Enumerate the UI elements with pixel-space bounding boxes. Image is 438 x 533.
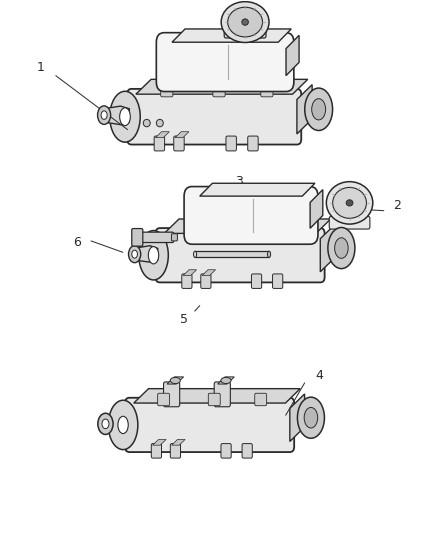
Ellipse shape (102, 419, 109, 429)
FancyBboxPatch shape (208, 393, 220, 406)
FancyBboxPatch shape (171, 234, 177, 241)
FancyBboxPatch shape (221, 443, 231, 458)
Text: 6: 6 (74, 236, 81, 249)
Text: 4: 4 (315, 369, 323, 382)
FancyBboxPatch shape (163, 382, 180, 407)
Ellipse shape (143, 119, 150, 127)
Text: 3: 3 (235, 175, 243, 188)
Polygon shape (195, 251, 269, 257)
Polygon shape (167, 377, 184, 384)
FancyBboxPatch shape (226, 136, 237, 151)
Polygon shape (202, 270, 215, 276)
Ellipse shape (156, 119, 163, 127)
Ellipse shape (297, 397, 325, 438)
Ellipse shape (98, 413, 113, 434)
Ellipse shape (268, 251, 271, 257)
Ellipse shape (128, 246, 141, 263)
Polygon shape (286, 35, 299, 76)
FancyBboxPatch shape (161, 84, 173, 97)
Polygon shape (290, 394, 304, 441)
FancyBboxPatch shape (248, 136, 258, 151)
Polygon shape (310, 190, 323, 228)
FancyBboxPatch shape (255, 393, 267, 406)
FancyBboxPatch shape (125, 398, 294, 452)
Ellipse shape (108, 400, 138, 450)
Ellipse shape (118, 416, 128, 433)
FancyBboxPatch shape (158, 393, 170, 406)
FancyBboxPatch shape (155, 228, 325, 282)
Ellipse shape (170, 377, 180, 384)
FancyBboxPatch shape (170, 443, 180, 458)
Polygon shape (218, 377, 234, 384)
Ellipse shape (98, 106, 111, 124)
FancyBboxPatch shape (154, 136, 165, 151)
FancyBboxPatch shape (251, 274, 261, 288)
FancyBboxPatch shape (188, 224, 200, 236)
Polygon shape (183, 270, 197, 276)
Ellipse shape (194, 251, 197, 257)
FancyBboxPatch shape (156, 33, 294, 92)
Text: 1: 1 (37, 61, 45, 74)
FancyBboxPatch shape (201, 274, 211, 288)
Ellipse shape (221, 377, 231, 384)
FancyBboxPatch shape (214, 382, 230, 407)
Ellipse shape (132, 250, 138, 258)
Ellipse shape (326, 182, 373, 224)
Ellipse shape (346, 200, 353, 206)
FancyBboxPatch shape (132, 229, 143, 246)
FancyBboxPatch shape (261, 84, 273, 97)
FancyBboxPatch shape (127, 89, 301, 144)
Polygon shape (175, 132, 189, 138)
Polygon shape (134, 389, 300, 403)
Ellipse shape (333, 188, 367, 219)
Polygon shape (172, 439, 185, 445)
Polygon shape (134, 246, 158, 262)
FancyBboxPatch shape (285, 224, 297, 236)
Polygon shape (172, 29, 291, 42)
Ellipse shape (304, 407, 318, 428)
Polygon shape (155, 132, 170, 138)
FancyBboxPatch shape (151, 443, 162, 458)
Ellipse shape (335, 238, 348, 259)
Ellipse shape (328, 228, 355, 269)
Ellipse shape (312, 99, 325, 120)
FancyBboxPatch shape (239, 224, 251, 236)
FancyBboxPatch shape (224, 24, 266, 38)
Polygon shape (205, 235, 301, 243)
Text: 2: 2 (393, 199, 401, 212)
Polygon shape (297, 85, 312, 134)
Ellipse shape (101, 111, 107, 119)
Polygon shape (164, 219, 331, 233)
FancyBboxPatch shape (182, 274, 192, 288)
Ellipse shape (139, 231, 168, 280)
Polygon shape (177, 82, 277, 90)
Polygon shape (320, 224, 335, 272)
Polygon shape (152, 439, 166, 445)
Ellipse shape (242, 19, 248, 25)
FancyBboxPatch shape (329, 216, 370, 229)
FancyBboxPatch shape (139, 232, 173, 243)
Ellipse shape (228, 7, 262, 37)
FancyBboxPatch shape (184, 187, 318, 244)
Polygon shape (103, 106, 129, 125)
Ellipse shape (221, 2, 269, 43)
FancyBboxPatch shape (272, 274, 283, 288)
Ellipse shape (120, 108, 131, 126)
Polygon shape (136, 79, 308, 94)
Ellipse shape (305, 88, 332, 131)
Text: 5: 5 (180, 313, 188, 326)
Ellipse shape (110, 91, 140, 142)
Polygon shape (200, 183, 315, 196)
FancyBboxPatch shape (213, 84, 225, 97)
Ellipse shape (148, 247, 159, 264)
FancyBboxPatch shape (242, 443, 252, 458)
FancyBboxPatch shape (174, 136, 184, 151)
